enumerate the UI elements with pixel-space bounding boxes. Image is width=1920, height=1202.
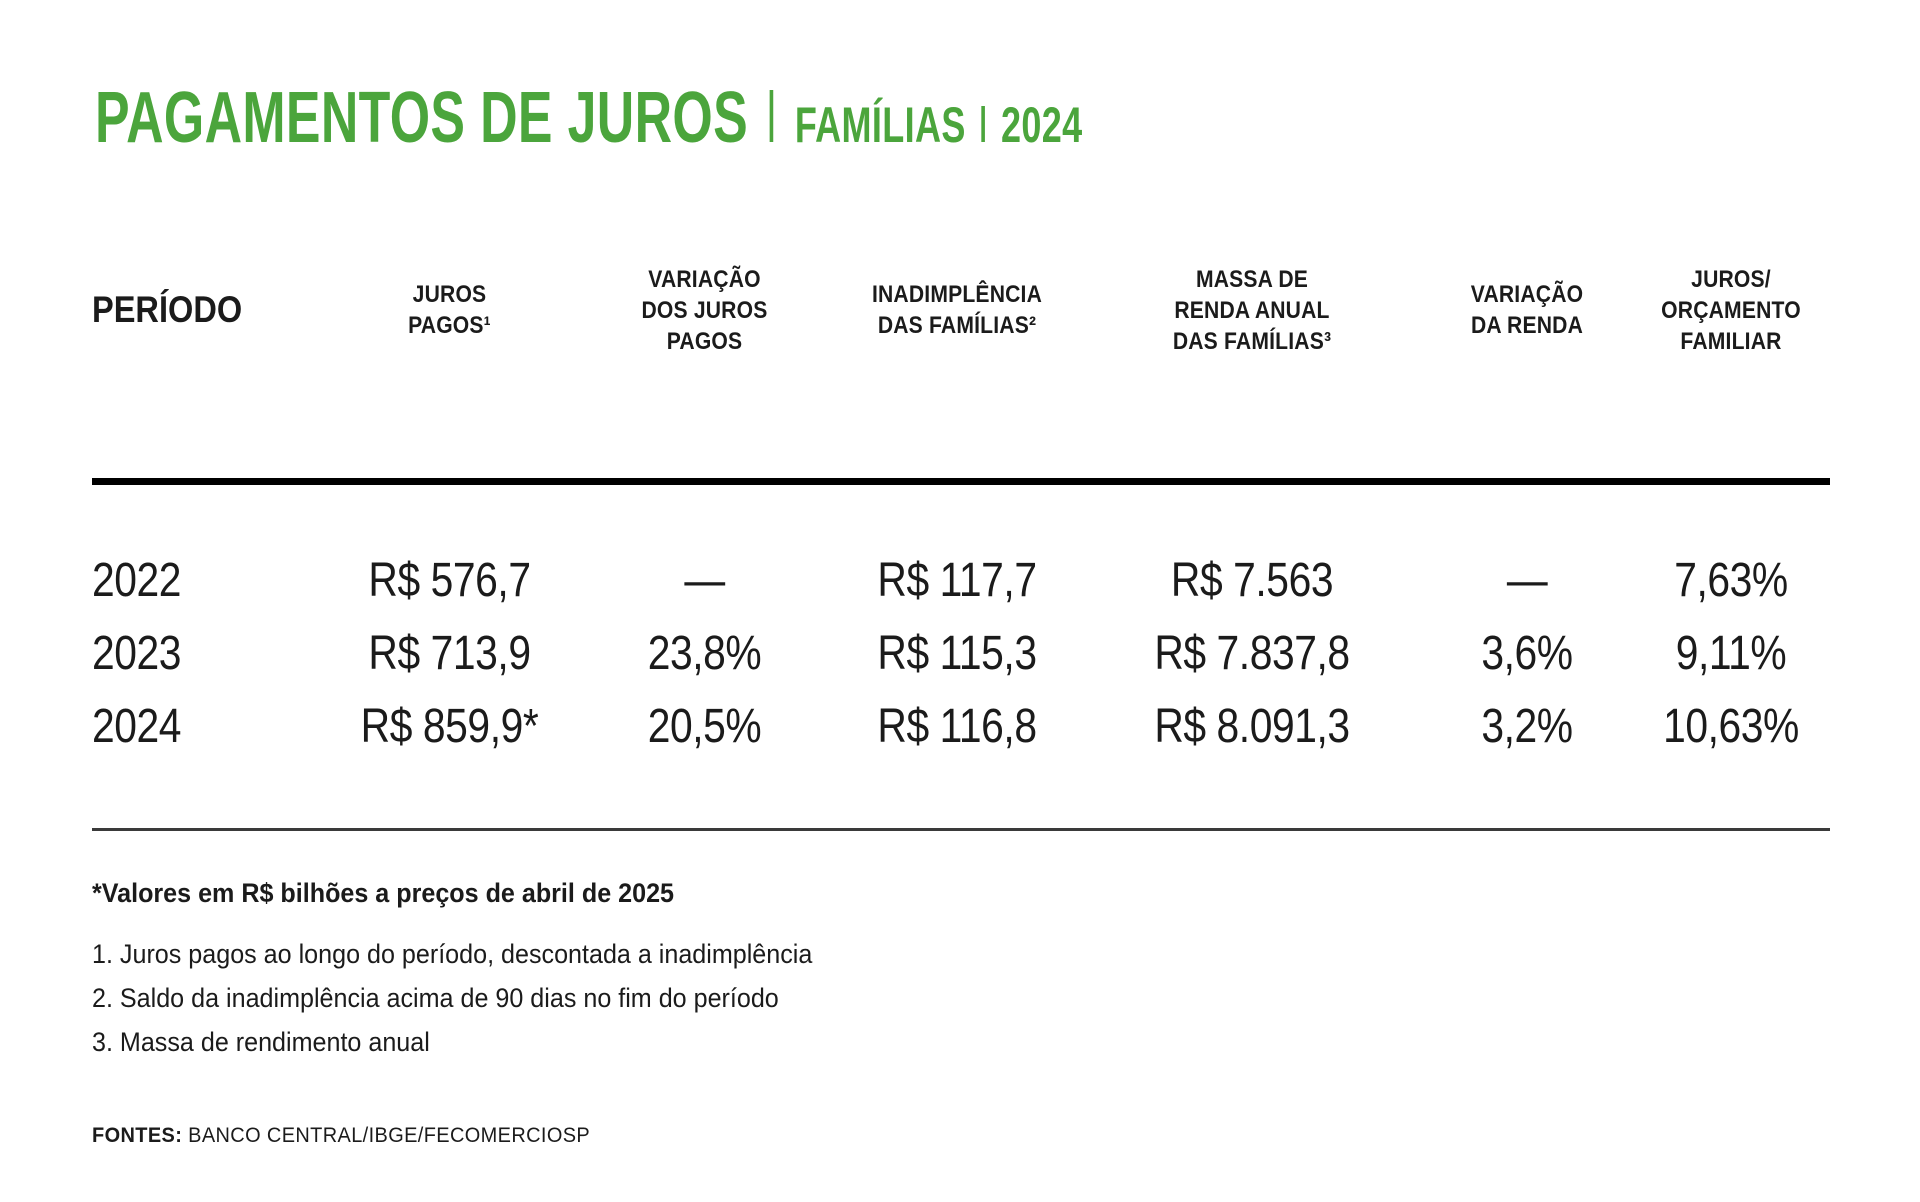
cell-juros-pagos: R$ 713,9	[368, 627, 531, 680]
title-separator-bar	[981, 106, 986, 142]
header-massa-renda: MASSA DE RENDA ANUAL DAS FAMÍLIAS³	[1172, 265, 1332, 355]
cell-juros-orcamento: 7,63%	[1674, 554, 1788, 607]
table-top-rule	[92, 478, 1830, 485]
cell-variacao-renda: —	[1506, 554, 1548, 607]
cell-massa-renda: R$ 7.837,8	[1154, 627, 1350, 680]
header-juros-orcamento: JUROS/ ORÇAMENTO FAMILIAR	[1661, 265, 1801, 355]
header-inadimplencia: INADIMPLÊNCIA DAS FAMÍLIAS²	[871, 281, 1043, 339]
cell-massa-renda: R$ 7.563	[1170, 554, 1334, 607]
cell-periodo: 2023	[92, 627, 182, 680]
footnote-3: 3. Massa de rendimento anual	[92, 1027, 430, 1057]
cell-inadimplencia: R$ 117,7	[877, 554, 1037, 607]
cell-periodo: 2024	[92, 700, 182, 753]
cell-inadimplencia: R$ 116,8	[877, 700, 1037, 753]
cell-variacao-renda: 3,2%	[1481, 700, 1573, 753]
cell-variacao-renda: 3,6%	[1481, 627, 1573, 680]
header-variacao-renda: VARIAÇÃO DA RENDA	[1470, 281, 1584, 339]
cell-variacao-juros: —	[684, 554, 725, 607]
table-header-row: PERÍODO JUROS PAGOS¹ VARIAÇÃO DOS JUROS …	[92, 245, 1830, 375]
table-body: 2022 R$ 576,7 — R$ 117,7 R$ 7.563 — 7,63…	[92, 544, 1830, 763]
footnote-list: 1. Juros pagos ao longo do período, desc…	[92, 932, 812, 1064]
header-periodo: PERÍODO	[92, 289, 243, 330]
cell-periodo: 2022	[92, 554, 182, 607]
title-separator-bar	[769, 90, 774, 142]
title-sub-year: 2024	[1000, 97, 1083, 153]
cell-variacao-juros: 23,8%	[647, 627, 762, 680]
cell-inadimplencia: R$ 115,3	[877, 627, 1037, 680]
footnote-values: *Valores em R$ bilhões a preços de abril…	[92, 878, 675, 908]
title-sub-familias: FAMÍLIAS	[794, 97, 966, 153]
header-variacao-juros: VARIAÇÃO DOS JUROS PAGOS	[641, 265, 768, 355]
sources-text: BANCO CENTRAL/IBGE/FECOMERCIOSP	[182, 1124, 591, 1147]
footnote-1: 1. Juros pagos ao longo do período, desc…	[92, 939, 813, 969]
footnote-2: 2. Saldo da inadimplência acima de 90 di…	[92, 983, 779, 1013]
cell-juros-orcamento: 9,11%	[1675, 627, 1787, 680]
cell-massa-renda: R$ 8.091,3	[1154, 700, 1350, 753]
sources-line: FONTES: BANCO CENTRAL/IBGE/FECOMERCIOSP	[92, 1122, 590, 1150]
sources-label: FONTES:	[92, 1124, 183, 1147]
page-title: PAGAMENTOS DE JUROS FAMÍLIAS 2024	[95, 82, 1083, 154]
table-row-2022: 2022 R$ 576,7 — R$ 117,7 R$ 7.563 — 7,63…	[92, 544, 1830, 617]
header-juros-pagos: JUROS PAGOS¹	[408, 281, 491, 339]
footnote-divider-rule	[92, 828, 1830, 831]
cell-juros-orcamento: 10,63%	[1663, 700, 1799, 753]
cell-variacao-juros: 20,5%	[647, 700, 762, 753]
title-main: PAGAMENTOS DE JUROS	[95, 78, 749, 158]
table-row-2024: 2024 R$ 859,9* 20,5% R$ 116,8 R$ 8.091,3…	[92, 690, 1830, 763]
cell-juros-pagos: R$ 576,7	[368, 554, 531, 607]
cell-juros-pagos: R$ 859,9*	[360, 700, 539, 753]
table-row-2023: 2023 R$ 713,9 23,8% R$ 115,3 R$ 7.837,8 …	[92, 617, 1830, 690]
